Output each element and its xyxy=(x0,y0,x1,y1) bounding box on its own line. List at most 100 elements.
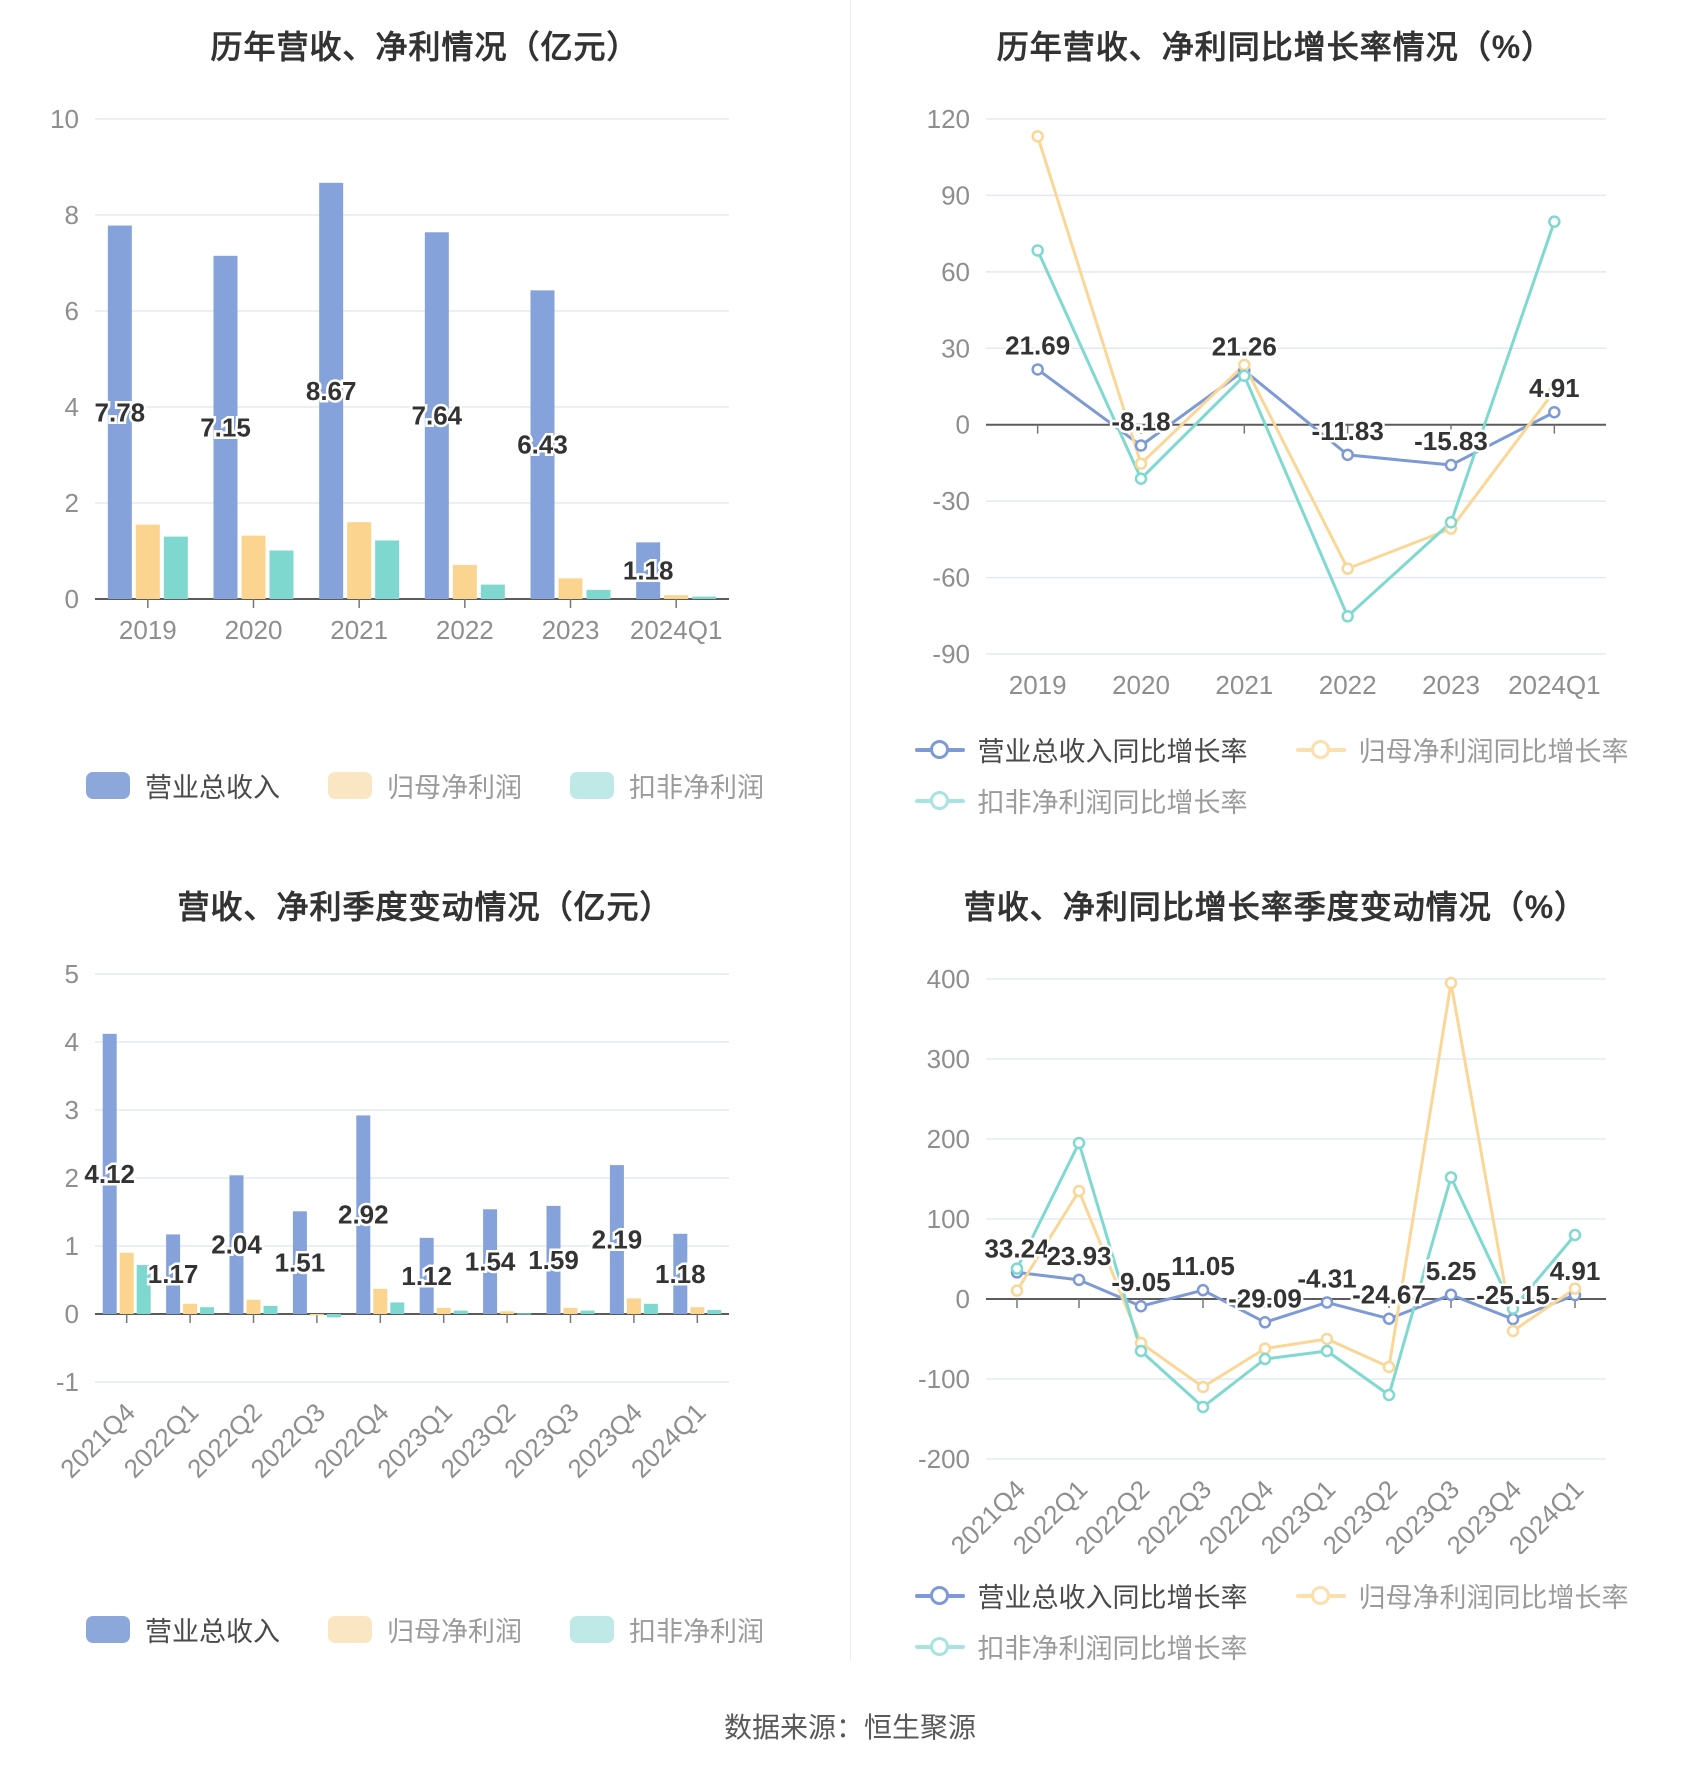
data-source-text: 数据来源：恒生聚源 xyxy=(723,1712,976,1743)
bar-营业总收入 xyxy=(107,225,132,599)
legend-item-营业总收入[interactable]: 营业总收入 xyxy=(86,1610,280,1649)
legend-label: 扣非净利润 xyxy=(629,773,764,803)
value-label: 5.25 xyxy=(1426,1256,1477,1286)
legend-item-营业总收入同比增长率[interactable]: 营业总收入同比增长率 xyxy=(914,730,1248,769)
y-axis-label: 8 xyxy=(65,200,79,230)
bar-营业总收入 xyxy=(419,1237,434,1314)
x-axis-label: 2023 xyxy=(542,615,600,645)
legend-quarterly-bar: 营业总收入 归母净利润 扣非净利润 xyxy=(0,1610,850,1661)
value-label: 1.54 xyxy=(465,1247,516,1277)
value-label: 1.51 xyxy=(275,1248,326,1278)
line-扣非净利润同比增长率 xyxy=(1015,1141,1577,1409)
y-axis-label: 400 xyxy=(927,964,970,994)
value-label: 2.19 xyxy=(592,1225,643,1255)
legend-item-扣非净利润同比增长率[interactable]: 扣非净利润同比增长率 xyxy=(914,781,1248,820)
x-axis-label: 2022 xyxy=(436,615,494,645)
bar-扣非净利润 xyxy=(586,589,611,599)
data-point xyxy=(1341,448,1354,462)
quarterly-growth-panel: 营收、净利同比增长率季度变动情况（%） 400 300 200 100 0 -100 -20… xyxy=(850,840,1700,1664)
bar-扣非净利润 xyxy=(643,1303,658,1314)
data-point xyxy=(1134,472,1148,485)
value-label: -25.15 xyxy=(1476,1280,1550,1310)
bar-营业总收入 xyxy=(229,1175,244,1314)
bar-归母净利润 xyxy=(664,595,689,599)
value-label: 21.69 xyxy=(1005,330,1070,360)
data-point xyxy=(1506,1302,1520,1315)
legend-line-marker-icon xyxy=(914,1585,965,1606)
legend-swatch-icon xyxy=(328,1616,372,1643)
data-point xyxy=(1382,1388,1396,1402)
y-axis-label: 5 xyxy=(65,959,79,989)
chart-title-quarterly-growth: 营收、净利同比增长率季度变动情况（%） xyxy=(963,889,1588,925)
data-point xyxy=(1341,610,1354,623)
quarterly-revenue-profit-panel: 营收、净利季度变动情况（亿元） 5 4 3 2 1 0 -1 2021Q4 2022Q1 2022… xyxy=(0,840,850,1660)
legend-item-营业总收入同比增长率[interactable]: 营业总收入同比增长率 xyxy=(914,1576,1248,1615)
y-axis-label: 4 xyxy=(65,392,79,422)
legend-item-归母净利润同比增长率[interactable]: 归母净利润同比增长率 xyxy=(1295,1576,1629,1615)
bar-扣非净利润 xyxy=(390,1302,405,1314)
legend-label: 营业总收入 xyxy=(145,1617,280,1647)
data-point xyxy=(1072,1136,1086,1150)
bar-营业总收入 xyxy=(546,1205,561,1314)
value-label: 1.18 xyxy=(655,1259,706,1289)
x-axis-label: 2021 xyxy=(330,615,388,645)
legend-line-marker-icon xyxy=(1295,1585,1346,1606)
data-point xyxy=(1134,439,1148,452)
legend-label: 营业总收入同比增长率 xyxy=(977,1583,1248,1613)
value-label: -15.83 xyxy=(1414,426,1488,456)
legend-item-归母净利润同比增长率[interactable]: 归母净利润同比增长率 xyxy=(1295,730,1629,769)
quarterly-revenue-bar-chart: 543210-12021Q42022Q12022Q22022Q32022Q420… xyxy=(54,959,729,1484)
legend-label: 归母净利润同比增长率 xyxy=(1358,737,1629,767)
value-label: 7.15 xyxy=(200,412,251,442)
data-point xyxy=(1031,130,1044,143)
yearly-growth-line-chart: 120 90 60 30 0 -30 -60 -90 2019 2020 2021 2022 2023 2… xyxy=(927,104,1606,700)
x-axis-label: 2023 xyxy=(1422,670,1480,700)
data-point xyxy=(1196,1400,1210,1414)
chart-title-yearly-growth: 历年营收、净利同比增长率情况（%） xyxy=(996,29,1555,65)
bar-营业总收入 xyxy=(609,1165,624,1314)
legend-item-扣非净利润[interactable]: 扣非净利润 xyxy=(570,1610,764,1649)
y-axis-label: 120 xyxy=(927,104,970,134)
legend-label: 归母净利润 xyxy=(387,773,522,803)
legend-item-归母净利润[interactable]: 归母净利润 xyxy=(328,1610,522,1649)
bar-扣非净利润 xyxy=(375,540,400,599)
bar-营业总收入 xyxy=(292,1211,307,1314)
data-point xyxy=(1548,405,1561,419)
value-label: 1.59 xyxy=(528,1245,579,1275)
legend-ring-icon xyxy=(929,1636,949,1656)
data-point xyxy=(1548,384,1561,398)
y-axis-label: 1 xyxy=(65,1231,79,1261)
value-label: -11.83 xyxy=(1312,416,1384,446)
bar-扣非净利润 xyxy=(517,1313,532,1315)
legend-yearly-bar: 营业总收入 归母净利润 扣非净利润 xyxy=(0,766,850,817)
legend-item-扣非净利润[interactable]: 扣非净利润 xyxy=(570,766,764,805)
bar-扣非净利润 xyxy=(580,1310,595,1314)
bar-扣非净利润 xyxy=(692,596,717,599)
legend-item-扣非净利润同比增长率[interactable]: 扣非净利润同比增长率 xyxy=(914,1627,1248,1666)
data-point xyxy=(1444,976,1458,990)
y-axis-label: -90 xyxy=(932,639,970,669)
bar-归母净利润 xyxy=(558,578,583,599)
yearly-revenue-bar-chart: 10 8 6 4 2 0 2019 2020 2021 2022 2023 2024Q1 7.78 7.1… xyxy=(50,104,729,645)
x-axis-label: 2019 xyxy=(1009,670,1067,700)
legend-item-营业总收入[interactable]: 营业总收入 xyxy=(86,766,280,805)
chart-title-quarterly-bar: 营收、净利季度变动情况（亿元） xyxy=(177,889,673,925)
legend-ring-icon xyxy=(929,739,949,759)
y-axis-label: 200 xyxy=(927,1124,970,1154)
data-point xyxy=(1196,1380,1210,1394)
data-point xyxy=(1072,1184,1086,1198)
quarterly-growth-line-chart: 4003002001000-100-2002021Q42022Q12022Q22… xyxy=(918,964,1606,1554)
value-label: 7.78 xyxy=(95,397,146,427)
bar-归母净利润 xyxy=(373,1288,388,1314)
bar-归母净利润 xyxy=(500,1311,515,1314)
data-point xyxy=(1134,457,1148,470)
data-point xyxy=(1382,1312,1396,1325)
bar-归母净利润 xyxy=(119,1252,134,1314)
legend-label: 扣非净利润同比增长率 xyxy=(977,1634,1248,1664)
bar-扣非净利润 xyxy=(200,1307,215,1314)
y-axis-label: 300 xyxy=(927,1044,970,1074)
legend-item-归母净利润[interactable]: 归母净利润 xyxy=(328,766,522,805)
bar-归母净利润 xyxy=(135,524,160,599)
y-axis-label: 60 xyxy=(941,257,970,287)
line-营业总收入同比增长率 xyxy=(1015,1270,1577,1324)
